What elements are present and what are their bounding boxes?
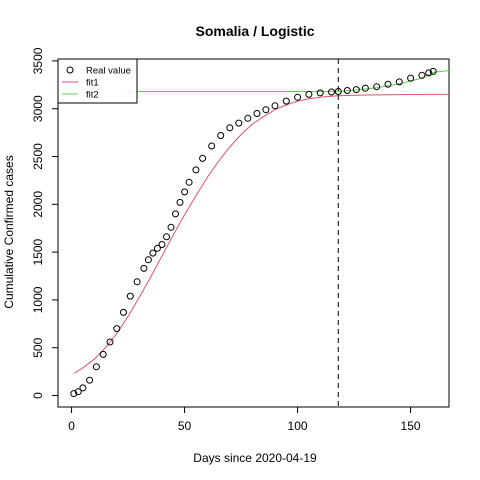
data-point	[144, 256, 152, 264]
data-point	[133, 278, 141, 286]
y-tick-label: 3500	[31, 47, 45, 74]
legend-label: fit1	[86, 78, 99, 89]
data-point	[244, 114, 252, 122]
data-point	[352, 86, 360, 94]
data-point	[140, 264, 148, 272]
data-point	[167, 223, 175, 231]
plot-frame	[57, 58, 450, 408]
legend-box	[57, 58, 138, 104]
data-point	[163, 233, 170, 241]
data-point	[271, 102, 279, 110]
x-tick-label: 0	[68, 419, 75, 433]
data-point	[185, 178, 193, 186]
data-point	[373, 83, 381, 91]
data-point	[106, 338, 114, 346]
data-point	[429, 67, 437, 75]
data-point	[407, 74, 415, 82]
data-point	[74, 388, 82, 396]
data-point	[113, 325, 121, 333]
legend-label: Real value	[86, 66, 131, 77]
x-tick-label: 100	[288, 419, 308, 433]
y-tick-label: 1000	[31, 286, 45, 313]
data-point	[262, 106, 270, 114]
data-point	[395, 78, 403, 86]
data-point	[199, 154, 207, 162]
legend-marker	[66, 66, 74, 74]
y-axis: 0 500 1000 1500 2000 2500 3000 3500	[31, 47, 58, 399]
data-point	[126, 292, 134, 300]
data-point	[70, 390, 78, 398]
x-tick-label: 50	[178, 419, 192, 433]
data-point	[253, 110, 261, 117]
data-point	[92, 363, 100, 371]
data-point	[181, 188, 189, 196]
data-point	[208, 142, 216, 150]
x-tick-label: 150	[401, 419, 421, 433]
y-tick-label: 3000	[31, 95, 45, 122]
data-point	[361, 84, 369, 92]
data-point	[153, 244, 161, 252]
x-axis: 0 50 100 150	[68, 407, 421, 433]
data-point	[176, 198, 184, 206]
data-point	[99, 350, 107, 358]
data-point	[158, 241, 166, 248]
y-axis-label: Cumulative Confirmed cases	[2, 155, 16, 308]
data-point	[343, 87, 351, 94]
data-point	[316, 89, 324, 97]
data-point	[418, 71, 426, 79]
chart-title: Somalia / Logistic	[195, 23, 314, 39]
data-point	[282, 97, 290, 105]
data-point	[305, 90, 313, 98]
data-point	[192, 166, 200, 174]
data-point	[79, 384, 87, 392]
data-point	[425, 69, 433, 77]
y-tick-label: 2000	[31, 191, 45, 218]
y-tick-label: 500	[31, 337, 45, 357]
data-point	[384, 80, 392, 88]
data-point	[235, 119, 243, 127]
data-point	[120, 308, 127, 316]
plot-area	[58, 59, 450, 407]
data-point	[172, 210, 179, 218]
legend-label: fit2	[86, 90, 99, 101]
data-point	[294, 93, 302, 101]
y-tick-label: 0	[31, 392, 45, 399]
data-point	[217, 132, 225, 139]
y-tick-label: 1500	[31, 238, 45, 265]
data-point	[226, 124, 234, 132]
y-tick-label: 2500	[31, 143, 45, 170]
series-line-fit1	[73, 93, 449, 374]
data-point	[149, 249, 157, 257]
data-point	[334, 88, 342, 95]
data-point	[86, 376, 94, 384]
x-axis-label: Days since 2020-04-19	[193, 451, 317, 465]
data-point	[328, 88, 335, 96]
